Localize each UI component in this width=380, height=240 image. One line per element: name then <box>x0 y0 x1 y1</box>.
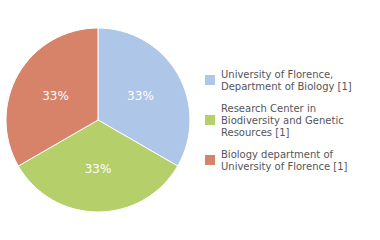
svg-text:Resources [1]: Resources [1] <box>221 127 290 138</box>
svg-text:33%: 33% <box>127 89 154 103</box>
svg-text:Research Center in: Research Center in <box>221 103 316 114</box>
svg-text:Biodiversity and Genetic: Biodiversity and Genetic <box>221 115 344 126</box>
svg-text:Department of Biology [1]: Department of Biology [1] <box>221 81 352 92</box>
svg-text:University of Florence [1]: University of Florence [1] <box>221 161 348 172</box>
svg-text:University of Florence,: University of Florence, <box>221 69 333 80</box>
svg-text:Biology department of: Biology department of <box>221 149 334 160</box>
svg-text:33%: 33% <box>42 89 69 103</box>
svg-text:33%: 33% <box>85 162 112 176</box>
